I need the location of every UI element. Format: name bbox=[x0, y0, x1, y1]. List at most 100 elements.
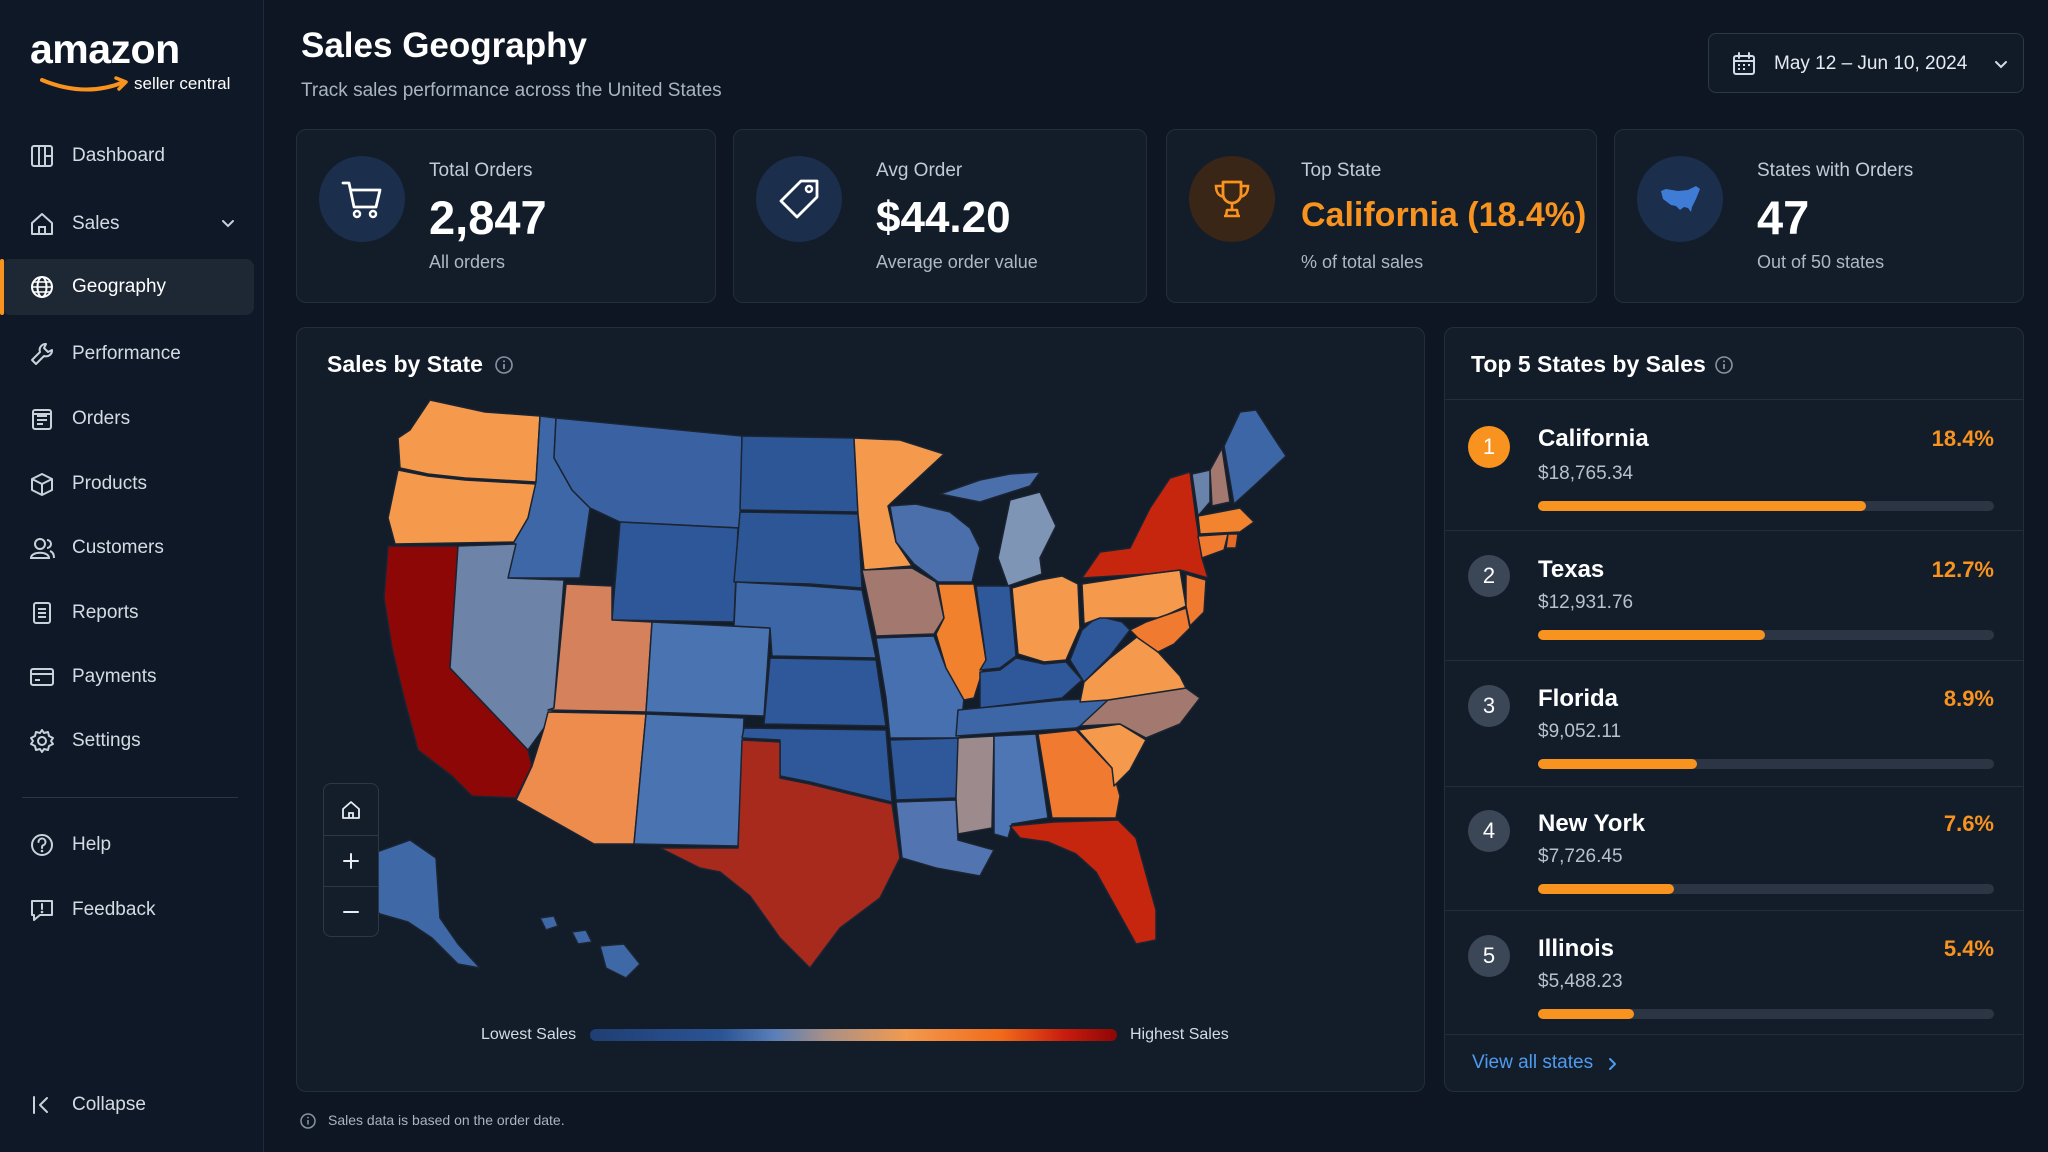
state-connecticut[interactable] bbox=[1197, 533, 1229, 559]
top-state-row[interactable]: 3 Florida 8.9% $9,052.11 bbox=[1444, 660, 2024, 788]
state-new-hampshire[interactable] bbox=[1209, 447, 1231, 507]
kpi-subtext: All orders bbox=[429, 252, 506, 272]
nav-item-sales[interactable]: Sales bbox=[2, 196, 254, 252]
state-michigan[interactable] bbox=[997, 491, 1057, 587]
kpi-subtext: % of total sales bbox=[1301, 252, 1424, 272]
top-state-row[interactable]: 5 Illinois 5.4% $5,488.23 bbox=[1444, 910, 2024, 1034]
home-icon bbox=[31, 213, 53, 235]
nav-label: Help bbox=[72, 834, 112, 855]
trophy-icon bbox=[1214, 180, 1250, 218]
map-zoom-controls bbox=[323, 783, 379, 937]
state-new-york[interactable] bbox=[1081, 471, 1209, 579]
collapse-button[interactable]: Collapse bbox=[2, 1077, 254, 1133]
state-texas[interactable] bbox=[659, 739, 901, 969]
nav-label: Sales bbox=[72, 213, 120, 234]
kpi-subtext: Out of 50 states bbox=[1757, 252, 1885, 272]
state-mississippi[interactable] bbox=[955, 735, 995, 835]
date-range-picker[interactable]: May 12 – Jun 10, 2024 bbox=[1708, 33, 2024, 93]
state-ohio[interactable] bbox=[1011, 575, 1081, 663]
kpi-icon-badge bbox=[756, 156, 842, 242]
share-bar-fill bbox=[1538, 630, 1765, 640]
map-home-button[interactable] bbox=[324, 784, 378, 835]
amazon-logo[interactable]: amazon seller central bbox=[30, 26, 240, 96]
state-hawaii[interactable] bbox=[539, 915, 641, 979]
nav-item-orders[interactable]: Orders bbox=[2, 391, 254, 447]
state-rhode-island[interactable] bbox=[1225, 533, 1239, 549]
state-percentage: 7.6% bbox=[1943, 811, 1994, 836]
state-michigan-up[interactable] bbox=[939, 471, 1041, 503]
state-illinois[interactable] bbox=[935, 583, 987, 701]
state-colorado[interactable] bbox=[645, 621, 771, 717]
nav-item-dashboard[interactable]: Dashboard bbox=[2, 128, 254, 184]
state-amount: $18,765.34 bbox=[1538, 463, 1634, 484]
state-amount: $12,931.76 bbox=[1538, 592, 1634, 613]
nav-item-payments[interactable]: Payments bbox=[2, 649, 254, 705]
state-west-virginia[interactable] bbox=[1069, 615, 1131, 683]
nav-item-geography[interactable]: Geography bbox=[0, 259, 254, 315]
view-all-states-link[interactable]: View all states bbox=[1472, 1052, 1594, 1073]
top-state-row[interactable]: 1 California 18.4% $18,765.34 bbox=[1444, 399, 2024, 527]
state-washington[interactable] bbox=[397, 399, 541, 483]
nav-item-performance[interactable]: Performance bbox=[2, 326, 254, 382]
nav-item-help[interactable]: Help bbox=[2, 817, 254, 873]
us-choropleth-map[interactable] bbox=[340, 398, 1360, 998]
rank-badge: 3 bbox=[1468, 685, 1510, 727]
state-maine[interactable] bbox=[1223, 409, 1287, 505]
calendar-icon bbox=[1733, 52, 1755, 75]
nav-item-customers[interactable]: Customers bbox=[2, 520, 254, 576]
footnote: Sales data is based on the order date. bbox=[328, 1112, 565, 1128]
legend-high-label: Highest Sales bbox=[1130, 1026, 1229, 1043]
state-new-mexico[interactable] bbox=[633, 713, 745, 847]
state-new-jersey[interactable] bbox=[1185, 573, 1207, 627]
wrench-icon bbox=[31, 343, 53, 365]
gear-icon bbox=[30, 729, 54, 753]
chevron-down-icon bbox=[1995, 61, 2007, 69]
kpi-value: California (18.4%) bbox=[1301, 196, 1587, 234]
chevron-right-icon[interactable] bbox=[1604, 1055, 1622, 1073]
nav-item-products[interactable]: Products bbox=[2, 456, 254, 512]
zoom-in-button[interactable] bbox=[324, 835, 378, 886]
state-name: Texas bbox=[1538, 556, 1605, 583]
zoom-out-button[interactable] bbox=[324, 886, 378, 937]
state-wisconsin[interactable] bbox=[889, 503, 981, 583]
state-maryland[interactable] bbox=[1129, 607, 1191, 653]
top-state-row[interactable]: 4 New York 7.6% $7,726.45 bbox=[1444, 786, 2024, 914]
nav-label: Products bbox=[72, 473, 147, 494]
state-alabama[interactable] bbox=[993, 733, 1049, 839]
logo-subtitle: seller central bbox=[134, 74, 231, 93]
page-title: Sales Geography bbox=[301, 26, 587, 65]
state-nebraska[interactable] bbox=[733, 581, 877, 659]
state-wyoming[interactable] bbox=[611, 521, 739, 623]
state-north-dakota[interactable] bbox=[739, 435, 859, 513]
nav-item-reports[interactable]: Reports bbox=[2, 585, 254, 641]
top-state-row[interactable]: 2 Texas 12.7% $12,931.76 bbox=[1444, 530, 2024, 658]
kpi-value: 2,847 bbox=[429, 191, 547, 244]
state-kansas[interactable] bbox=[763, 657, 887, 727]
state-name: Florida bbox=[1538, 685, 1619, 712]
info-icon[interactable] bbox=[494, 355, 514, 375]
box-icon bbox=[31, 473, 53, 496]
state-florida[interactable] bbox=[1009, 819, 1157, 945]
rank-badge: 1 bbox=[1468, 426, 1510, 468]
state-vermont[interactable] bbox=[1191, 469, 1211, 517]
state-massachusetts[interactable] bbox=[1197, 507, 1255, 535]
info-icon[interactable] bbox=[1714, 355, 1734, 375]
home-icon bbox=[342, 800, 360, 819]
tag-icon bbox=[779, 179, 819, 219]
state-indiana[interactable] bbox=[975, 585, 1017, 671]
state-virginia[interactable] bbox=[1079, 635, 1187, 703]
state-georgia[interactable] bbox=[1037, 729, 1121, 819]
kpi-label: Avg Order bbox=[876, 160, 963, 181]
share-bar-track bbox=[1538, 630, 1994, 640]
minus-icon bbox=[343, 910, 359, 913]
share-bar-fill bbox=[1538, 759, 1697, 769]
nav-item-settings[interactable]: Settings bbox=[2, 713, 254, 769]
chevron-down-icon[interactable] bbox=[218, 213, 238, 233]
state-south-dakota[interactable] bbox=[733, 511, 863, 589]
state-oklahoma[interactable] bbox=[741, 727, 893, 803]
nav-item-feedback[interactable]: Feedback bbox=[2, 882, 254, 938]
state-arkansas[interactable] bbox=[889, 737, 961, 801]
state-percentage: 12.7% bbox=[1931, 557, 1994, 582]
kpi-card-total-orders: Total Orders 2,847 All orders bbox=[296, 129, 716, 303]
report-icon bbox=[33, 602, 51, 624]
